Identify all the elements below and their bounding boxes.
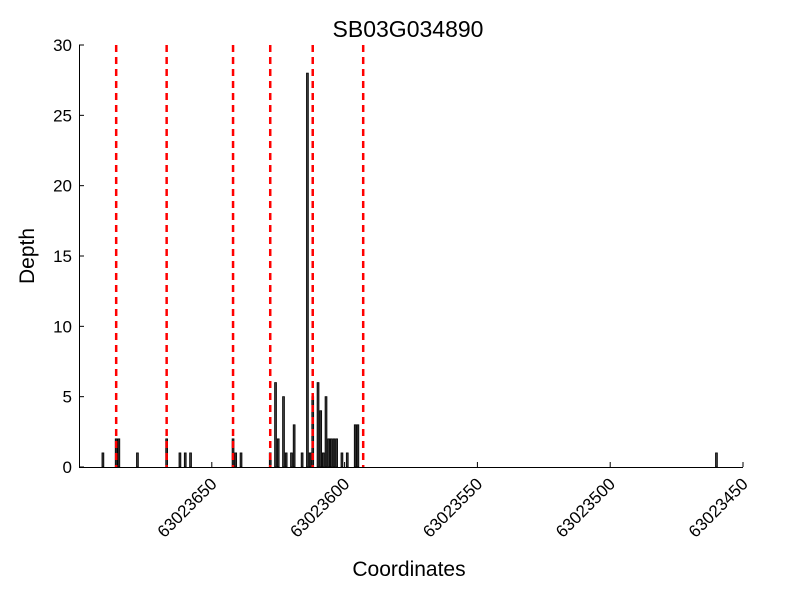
depth-bar [322,452,325,468]
depth-bar [715,452,718,468]
x-tick-label: 63023450 [685,474,752,541]
depth-bar [329,438,333,468]
depth-bar [356,424,360,468]
depth-bar [324,396,328,468]
depth-bar [345,452,349,468]
depth-bars [101,72,718,468]
chart-title: SB03G034890 [333,16,484,42]
depth-bar [234,452,238,468]
depth-bar [101,452,105,468]
y-tick-label: 20 [53,177,72,196]
depth-bar [308,452,312,468]
depth-bar [327,438,330,468]
depth-bar [332,438,336,468]
depth-bar [284,452,288,468]
depth-bar [316,382,320,468]
x-tick-label: 63023500 [552,474,619,541]
y-tick-label: 10 [53,317,72,336]
depth-bar [300,452,304,468]
x-axis-ticks: 63023650 63023600 63023550 63023500 63023450 [154,462,752,541]
y-tick-label: 30 [53,36,72,55]
depth-bar [239,452,243,468]
y-tick-label: 15 [53,247,72,266]
y-tick-label: 0 [63,458,72,477]
y-tick-label: 5 [63,388,72,407]
y-tick-label: 25 [53,106,72,125]
depth-bar [178,452,182,468]
marker-lines [114,45,365,467]
depth-bar [189,452,192,468]
x-tick-label: 63023550 [419,474,486,541]
depth-bar [276,438,280,468]
depth-bar [292,424,296,468]
depth-bar [306,72,309,468]
x-tick-label: 63023600 [287,474,354,541]
depth-bar [319,410,323,468]
depth-bar [353,424,357,468]
x-axis-label: Coordinates [352,558,465,581]
y-axis-ticks: 0 5 10 15 20 25 30 [53,36,84,477]
x-tick-label: 63023650 [154,474,221,541]
depth-bar [290,452,293,468]
axes [79,45,743,468]
depth-bar [136,452,139,468]
depth-bar [340,452,344,468]
y-axis-label: Depth [16,228,39,284]
depth-bar [117,438,121,468]
depth-bar [183,452,187,468]
depth-bar [274,382,277,468]
depth-bar [282,396,285,468]
depth-bar [335,438,338,468]
